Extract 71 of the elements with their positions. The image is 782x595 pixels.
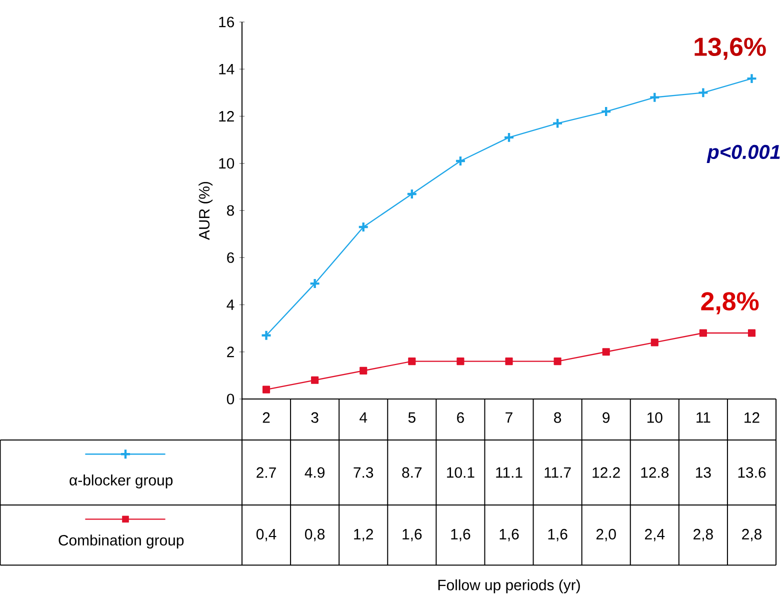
y-tick-label: 14	[219, 64, 234, 74]
data-label: 2,4	[645, 528, 665, 542]
data-label: 7.3	[354, 467, 374, 478]
data-label: 2,0	[596, 528, 616, 542]
point	[360, 366, 368, 375]
x-tick-label: 8	[554, 412, 562, 423]
point	[311, 376, 319, 384]
data-label: 1,6	[500, 528, 519, 542]
x-tick-label: 4	[360, 412, 368, 423]
data-label: 2,8	[694, 528, 713, 542]
data-label: 0,8	[305, 528, 325, 542]
point	[309, 278, 320, 290]
x-tick-label: 9	[602, 412, 610, 423]
x-tick-label: 2	[262, 412, 270, 423]
legend-label: Combination group	[58, 534, 184, 549]
annotation: 2,8%	[701, 292, 759, 314]
point	[456, 358, 464, 366]
point	[746, 72, 758, 84]
y-tick-label: 12	[219, 111, 234, 122]
y-tick-label: 16	[219, 16, 234, 28]
data-label: 10.1	[447, 467, 474, 478]
point	[699, 329, 707, 337]
point	[748, 329, 756, 337]
data-label: 0,4	[256, 528, 276, 542]
x-tick-label: 10	[647, 412, 662, 423]
point	[454, 155, 466, 167]
data-label: 1,6	[402, 528, 422, 542]
point	[503, 132, 515, 144]
text: Follow up periods (yr)	[438, 579, 580, 594]
y-tick-label: 6	[227, 252, 234, 263]
x-tick-label: 7	[506, 412, 512, 423]
point	[406, 188, 418, 200]
annotation: p<0.001	[706, 144, 780, 163]
point	[698, 87, 709, 98]
data-label: 13.6	[738, 467, 766, 478]
point	[602, 348, 610, 356]
point	[358, 221, 369, 233]
data-label: 8.7	[402, 467, 422, 478]
y-axis-title: AUR (%)	[198, 182, 213, 240]
data-label: 2.7	[256, 467, 276, 478]
data-label: 11.1	[496, 467, 522, 478]
data-label: 11.7	[544, 467, 571, 478]
legend-label: α-blocker group	[70, 474, 173, 488]
data-label: 12.2	[592, 467, 620, 478]
data-label: 1,6	[548, 528, 568, 542]
data-label: 1,6	[451, 528, 470, 542]
x-tick-label: 11	[696, 412, 710, 423]
point	[600, 106, 612, 118]
y-tick-label: 4	[226, 300, 234, 310]
y-tick-label: 10	[219, 158, 234, 169]
annotation: 13,6%	[694, 38, 766, 60]
point	[408, 358, 416, 366]
y-tick-label: 2	[227, 346, 234, 358]
point	[554, 358, 562, 366]
data-label: 12.8	[641, 467, 669, 478]
y-tick-label: 8	[227, 205, 234, 216]
data-label: 13	[696, 467, 711, 478]
point	[649, 92, 660, 103]
x-tick-label: 5	[408, 412, 416, 423]
point	[650, 338, 658, 346]
data-label: 1,2	[354, 528, 374, 542]
point	[505, 358, 513, 366]
x-tick-label: 6	[457, 412, 464, 423]
x-tick-label: 3	[311, 412, 318, 423]
data-label: 4.9	[304, 467, 324, 478]
x-tick-label: 12	[744, 412, 760, 423]
point	[260, 330, 272, 341]
point	[262, 386, 270, 394]
data-label: 2,8	[742, 528, 762, 542]
y-tick-label: 0	[226, 394, 234, 404]
point	[552, 118, 564, 129]
